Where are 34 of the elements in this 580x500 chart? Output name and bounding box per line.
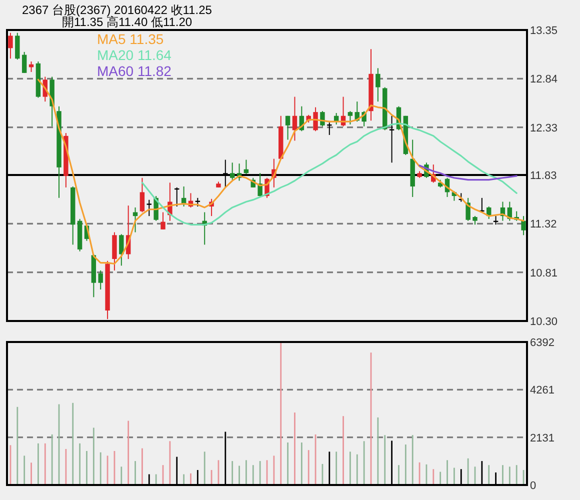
y-tick-label: 2131 (530, 432, 554, 444)
candlestick (8, 32, 13, 60)
candlestick (146, 199, 152, 217)
candlestick (230, 162, 235, 180)
candlestick (112, 232, 117, 271)
candlestick (521, 216, 526, 236)
legend: MA5 11.35 MA20 11.64 MA60 11.82 (97, 31, 172, 79)
y-tick-label: 6392 (530, 337, 554, 349)
candlestick (348, 110, 353, 125)
chart-title: 2367 台股(2367) 20160422 收11.25 (22, 3, 212, 17)
y-tick-label: 10.81 (530, 267, 558, 280)
y-tick-label: 12.84 (530, 74, 558, 86)
candlestick (22, 51, 27, 74)
y-tick-label: 11.32 (530, 218, 557, 231)
candlestick (98, 270, 103, 290)
candlestick (376, 68, 380, 102)
candlestick (313, 106, 318, 132)
candlestick (292, 96, 298, 142)
candlestick (389, 115, 394, 164)
y-tick-label: 11.83 (530, 170, 557, 182)
chart-subtitle: 開11.35 高11.40 低11.20 (62, 15, 192, 29)
candlestick (140, 177, 145, 213)
candlestick (119, 234, 124, 266)
candlestick (320, 110, 325, 127)
y-tick-label: 13.35 (530, 25, 558, 37)
candlestick (160, 212, 166, 230)
candlestick (132, 206, 138, 233)
y-tick-label: 10.30 (530, 316, 558, 328)
candlestick (466, 197, 470, 222)
y-tick-label: 12.33 (530, 122, 558, 134)
candlestick (285, 115, 290, 140)
y-tick-label: 4261 (530, 384, 554, 397)
candlestick (15, 32, 20, 60)
y-tick-label: 0 (530, 480, 536, 492)
